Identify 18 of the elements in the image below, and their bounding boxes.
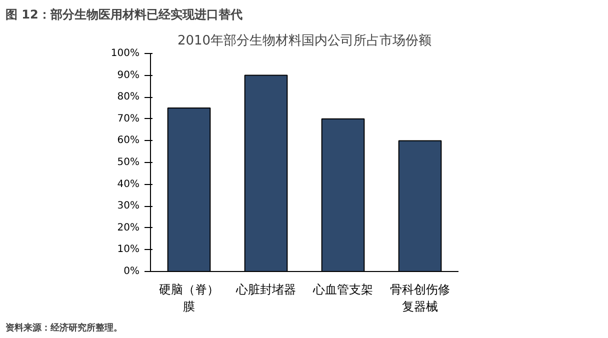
x-tick-label: 心血管支架 <box>312 282 373 296</box>
y-tick-label: 90% <box>117 70 140 81</box>
y-tick-label: 60% <box>117 135 140 146</box>
chart-subtitle: 2010年部分生物材料国内公司所占市场份额 <box>177 34 432 48</box>
y-tick-label: 40% <box>117 178 140 190</box>
y-tick-label: 0% <box>124 266 140 277</box>
chart-title: 图 12：部分生物医用材料已经实现进口替代 <box>6 8 242 22</box>
y-tick-label: 30% <box>117 200 140 212</box>
x-tick-label: 硬脑（脊）膜 <box>159 282 219 314</box>
y-tick-label: 10% <box>117 244 140 256</box>
x-tick-label: 心脏封堵器 <box>235 282 296 296</box>
y-tick-label: 100% <box>110 48 140 59</box>
y-tick-label: 70% <box>117 113 140 124</box>
y-tick-label: 20% <box>117 222 140 234</box>
y-tick-label: 50% <box>117 157 140 168</box>
x-tick-label: 骨科创伤修复器械 <box>390 282 450 314</box>
text: 资料来源：经济研究所整理。 <box>6 322 122 334</box>
y-tick-label: 80% <box>117 92 140 103</box>
